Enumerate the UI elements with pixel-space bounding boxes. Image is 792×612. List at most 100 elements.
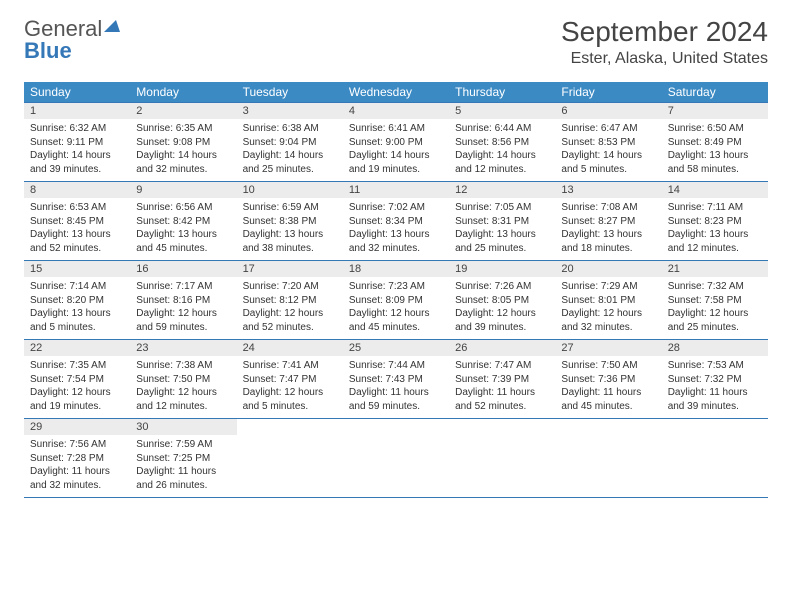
day-number: 15	[24, 261, 130, 277]
sunset-line: Sunset: 8:12 PM	[243, 294, 337, 308]
empty-day-cell	[343, 419, 449, 497]
day-content: Sunrise: 7:08 AMSunset: 8:27 PMDaylight:…	[555, 198, 661, 259]
day-content: Sunrise: 7:50 AMSunset: 7:36 PMDaylight:…	[555, 356, 661, 417]
day-cell: 21Sunrise: 7:32 AMSunset: 7:58 PMDayligh…	[662, 261, 768, 339]
sunset-line: Sunset: 8:16 PM	[136, 294, 230, 308]
sunrise-line: Sunrise: 6:41 AM	[349, 122, 443, 136]
day-cell: 16Sunrise: 7:17 AMSunset: 8:16 PMDayligh…	[130, 261, 236, 339]
sunset-line: Sunset: 7:47 PM	[243, 373, 337, 387]
sunset-line: Sunset: 8:56 PM	[455, 136, 549, 150]
weekday-header-row: SundayMondayTuesdayWednesdayThursdayFrid…	[24, 82, 768, 102]
day-cell: 30Sunrise: 7:59 AMSunset: 7:25 PMDayligh…	[130, 419, 236, 497]
brand-blue: Blue	[24, 38, 72, 63]
daylight-line: Daylight: 14 hours and 32 minutes.	[136, 149, 230, 176]
sunset-line: Sunset: 9:11 PM	[30, 136, 124, 150]
day-cell: 8Sunrise: 6:53 AMSunset: 8:45 PMDaylight…	[24, 182, 130, 260]
sunrise-line: Sunrise: 7:20 AM	[243, 280, 337, 294]
weekday-header: Thursday	[449, 82, 555, 102]
day-content: Sunrise: 7:53 AMSunset: 7:32 PMDaylight:…	[662, 356, 768, 417]
day-content: Sunrise: 7:14 AMSunset: 8:20 PMDaylight:…	[24, 277, 130, 338]
day-cell: 13Sunrise: 7:08 AMSunset: 8:27 PMDayligh…	[555, 182, 661, 260]
daylight-line: Daylight: 14 hours and 25 minutes.	[243, 149, 337, 176]
sunrise-line: Sunrise: 6:53 AM	[30, 201, 124, 215]
sunrise-line: Sunrise: 7:32 AM	[668, 280, 762, 294]
weekday-header: Tuesday	[237, 82, 343, 102]
sunset-line: Sunset: 8:45 PM	[30, 215, 124, 229]
day-content: Sunrise: 7:56 AMSunset: 7:28 PMDaylight:…	[24, 435, 130, 496]
day-cell: 29Sunrise: 7:56 AMSunset: 7:28 PMDayligh…	[24, 419, 130, 497]
weekday-header: Saturday	[662, 82, 768, 102]
day-number: 29	[24, 419, 130, 435]
day-number: 19	[449, 261, 555, 277]
weekday-header: Friday	[555, 82, 661, 102]
header: General Blue September 2024 Ester, Alask…	[0, 0, 792, 74]
sunset-line: Sunset: 8:42 PM	[136, 215, 230, 229]
sunrise-line: Sunrise: 7:35 AM	[30, 359, 124, 373]
day-cell: 15Sunrise: 7:14 AMSunset: 8:20 PMDayligh…	[24, 261, 130, 339]
sunrise-line: Sunrise: 7:29 AM	[561, 280, 655, 294]
sunset-line: Sunset: 7:28 PM	[30, 452, 124, 466]
sunset-line: Sunset: 8:27 PM	[561, 215, 655, 229]
daylight-line: Daylight: 14 hours and 12 minutes.	[455, 149, 549, 176]
day-content: Sunrise: 6:50 AMSunset: 8:49 PMDaylight:…	[662, 119, 768, 180]
sunrise-line: Sunrise: 6:50 AM	[668, 122, 762, 136]
sunrise-line: Sunrise: 6:38 AM	[243, 122, 337, 136]
daylight-line: Daylight: 12 hours and 32 minutes.	[561, 307, 655, 334]
daylight-line: Daylight: 12 hours and 12 minutes.	[136, 386, 230, 413]
sunrise-line: Sunrise: 7:08 AM	[561, 201, 655, 215]
day-number: 7	[662, 103, 768, 119]
location-text: Ester, Alaska, United States	[561, 50, 768, 68]
sunrise-line: Sunrise: 7:38 AM	[136, 359, 230, 373]
day-number: 18	[343, 261, 449, 277]
sunrise-line: Sunrise: 7:23 AM	[349, 280, 443, 294]
sunrise-line: Sunrise: 7:26 AM	[455, 280, 549, 294]
week-row: 22Sunrise: 7:35 AMSunset: 7:54 PMDayligh…	[24, 339, 768, 418]
daylight-line: Daylight: 14 hours and 5 minutes.	[561, 149, 655, 176]
day-number: 4	[343, 103, 449, 119]
sunrise-line: Sunrise: 7:05 AM	[455, 201, 549, 215]
daylight-line: Daylight: 11 hours and 39 minutes.	[668, 386, 762, 413]
day-number: 5	[449, 103, 555, 119]
sunset-line: Sunset: 9:00 PM	[349, 136, 443, 150]
sunrise-line: Sunrise: 6:35 AM	[136, 122, 230, 136]
weekday-header: Sunday	[24, 82, 130, 102]
day-content: Sunrise: 6:47 AMSunset: 8:53 PMDaylight:…	[555, 119, 661, 180]
day-number: 30	[130, 419, 236, 435]
day-content: Sunrise: 7:05 AMSunset: 8:31 PMDaylight:…	[449, 198, 555, 259]
sunset-line: Sunset: 7:32 PM	[668, 373, 762, 387]
daylight-line: Daylight: 12 hours and 19 minutes.	[30, 386, 124, 413]
daylight-line: Daylight: 14 hours and 19 minutes.	[349, 149, 443, 176]
sunrise-line: Sunrise: 7:44 AM	[349, 359, 443, 373]
week-row: 1Sunrise: 6:32 AMSunset: 9:11 PMDaylight…	[24, 102, 768, 181]
day-content: Sunrise: 7:59 AMSunset: 7:25 PMDaylight:…	[130, 435, 236, 496]
day-number: 11	[343, 182, 449, 198]
day-number: 27	[555, 340, 661, 356]
daylight-line: Daylight: 12 hours and 52 minutes.	[243, 307, 337, 334]
day-content: Sunrise: 6:38 AMSunset: 9:04 PMDaylight:…	[237, 119, 343, 180]
day-number: 10	[237, 182, 343, 198]
daylight-line: Daylight: 13 hours and 32 minutes.	[349, 228, 443, 255]
daylight-line: Daylight: 11 hours and 59 minutes.	[349, 386, 443, 413]
daylight-line: Daylight: 13 hours and 25 minutes.	[455, 228, 549, 255]
day-number: 6	[555, 103, 661, 119]
day-cell: 5Sunrise: 6:44 AMSunset: 8:56 PMDaylight…	[449, 103, 555, 181]
weekday-header: Monday	[130, 82, 236, 102]
daylight-line: Daylight: 13 hours and 58 minutes.	[668, 149, 762, 176]
sunset-line: Sunset: 8:09 PM	[349, 294, 443, 308]
sunrise-line: Sunrise: 7:47 AM	[455, 359, 549, 373]
day-cell: 6Sunrise: 6:47 AMSunset: 8:53 PMDaylight…	[555, 103, 661, 181]
day-cell: 20Sunrise: 7:29 AMSunset: 8:01 PMDayligh…	[555, 261, 661, 339]
sunset-line: Sunset: 9:04 PM	[243, 136, 337, 150]
sunset-line: Sunset: 7:36 PM	[561, 373, 655, 387]
daylight-line: Daylight: 11 hours and 26 minutes.	[136, 465, 230, 492]
day-content: Sunrise: 6:53 AMSunset: 8:45 PMDaylight:…	[24, 198, 130, 259]
daylight-line: Daylight: 13 hours and 52 minutes.	[30, 228, 124, 255]
day-content: Sunrise: 6:59 AMSunset: 8:38 PMDaylight:…	[237, 198, 343, 259]
day-content: Sunrise: 7:17 AMSunset: 8:16 PMDaylight:…	[130, 277, 236, 338]
sunset-line: Sunset: 8:53 PM	[561, 136, 655, 150]
daylight-line: Daylight: 13 hours and 5 minutes.	[30, 307, 124, 334]
day-number: 3	[237, 103, 343, 119]
day-cell: 12Sunrise: 7:05 AMSunset: 8:31 PMDayligh…	[449, 182, 555, 260]
day-content: Sunrise: 7:29 AMSunset: 8:01 PMDaylight:…	[555, 277, 661, 338]
sunset-line: Sunset: 9:08 PM	[136, 136, 230, 150]
